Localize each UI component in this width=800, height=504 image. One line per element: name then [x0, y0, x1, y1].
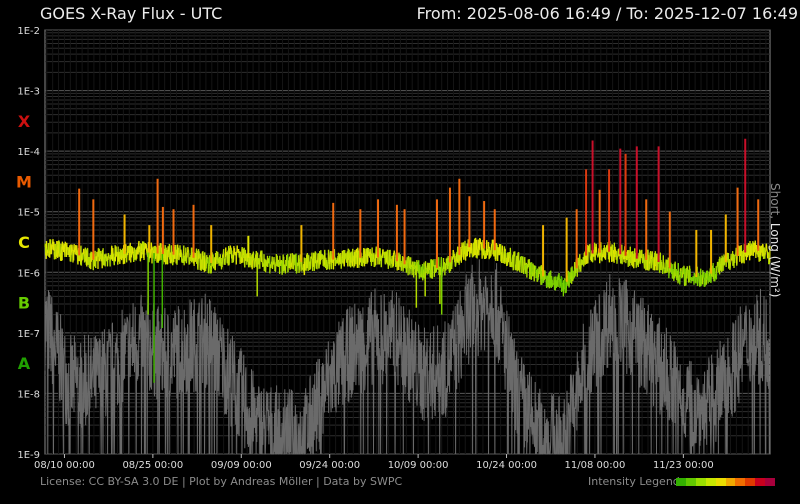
y-axis-label: Short, Long (W/m²) [779, 183, 797, 403]
date-range-label: From: 2025-08-06 16:49 / To: 2025-12-07 … [417, 4, 798, 23]
y-tick-label: 1E-2 [17, 26, 40, 37]
legend-swatch [716, 478, 726, 486]
legend-swatch [676, 478, 686, 486]
legend-swatch [765, 478, 775, 486]
x-tick-label: 08/10 00:00 [34, 460, 95, 471]
y-label-long: Long (W/m²) [768, 223, 782, 298]
legend-swatch [696, 478, 706, 486]
y-tick-label: 1E-6 [17, 268, 40, 279]
x-tick-label: 08/25 00:00 [122, 460, 183, 471]
x-tick-label: 10/24 00:00 [476, 460, 537, 471]
flare-class-label: C [18, 233, 30, 252]
x-tick-label: 10/09 00:00 [388, 460, 449, 471]
flare-class-label: A [18, 354, 31, 373]
intensity-legend-label: Intensity Legend [588, 475, 680, 488]
chart-title: GOES X-Ray Flux - UTC [40, 4, 222, 23]
legend-swatch [745, 478, 755, 486]
x-tick-label: 09/24 00:00 [299, 460, 360, 471]
legend-swatch [755, 478, 765, 486]
y-label-short: Short [768, 183, 782, 215]
x-tick-label: 09/09 00:00 [211, 460, 272, 471]
license-footer: License: CC BY-SA 3.0 DE | Plot by Andre… [40, 475, 402, 488]
legend-swatch [706, 478, 716, 486]
flare-class-label: X [18, 112, 31, 131]
y-tick-label: 1E-3 [17, 87, 40, 98]
legend-swatch [686, 478, 696, 486]
legend-swatch [735, 478, 745, 486]
flare-class-label: M [16, 172, 32, 191]
y-tick-label: 1E-8 [17, 389, 40, 400]
intensity-legend-bar [676, 478, 775, 486]
y-tick-label: 1E-5 [17, 208, 40, 219]
y-tick-label: 1E-4 [17, 147, 40, 158]
x-tick-label: 11/23 00:00 [653, 460, 714, 471]
legend-swatch [726, 478, 736, 486]
y-tick-label: 1E-7 [17, 329, 40, 340]
x-tick-label: 11/08 00:00 [565, 460, 626, 471]
flare-class-label: B [18, 294, 30, 313]
y-label-separator: , [768, 215, 782, 223]
